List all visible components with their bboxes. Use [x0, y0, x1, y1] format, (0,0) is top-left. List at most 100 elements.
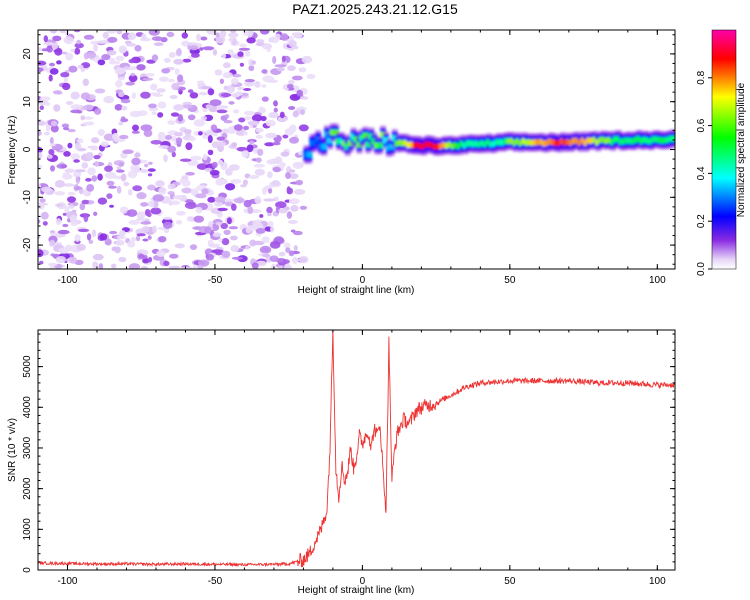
noise-cell	[278, 208, 288, 214]
noise-cell	[83, 214, 89, 223]
noise-cell	[85, 151, 94, 160]
noise-cell	[152, 194, 164, 202]
noise-cell	[88, 239, 94, 244]
noise-cell	[130, 72, 136, 77]
noise-cell	[190, 155, 202, 161]
noise-cell	[54, 191, 66, 196]
noise-cell	[38, 249, 44, 258]
noise-cell	[156, 88, 166, 93]
noise-cell	[201, 116, 207, 121]
noise-cell	[213, 132, 219, 137]
noise-cell	[38, 211, 39, 214]
noise-cell	[116, 166, 122, 170]
y-tick-label: 0	[22, 146, 33, 152]
noise-cell	[70, 221, 78, 226]
noise-cell	[27, 223, 33, 229]
noise-cell	[186, 42, 198, 46]
noise-cell	[301, 55, 313, 64]
noise-cell	[64, 205, 70, 214]
noise-cell	[220, 162, 228, 170]
noise-cell	[228, 226, 239, 230]
noise-cell	[128, 59, 135, 64]
y-tick-label: -20	[22, 237, 33, 252]
noise-cell	[216, 109, 228, 114]
noise-cell	[292, 34, 303, 39]
noise-cell	[284, 127, 295, 136]
noise-cell	[60, 164, 67, 169]
noise-cell	[51, 120, 58, 127]
noise-cell	[273, 100, 278, 107]
noise-cell	[87, 167, 96, 176]
noise-cell	[148, 103, 157, 109]
chart-title: PAZ1.2025.243.21.12.G15	[292, 1, 458, 17]
noise-cell	[158, 187, 167, 195]
noise-cell	[287, 220, 298, 224]
noise-cell	[156, 250, 166, 257]
noise-cell	[116, 169, 125, 173]
noise-cell	[53, 104, 61, 112]
noise-cell	[150, 83, 158, 91]
noise-cell	[227, 126, 236, 134]
noise-cell	[215, 221, 223, 226]
noise-cell	[63, 77, 69, 83]
noise-cell	[157, 145, 170, 149]
noise-cell	[48, 74, 53, 82]
noise-cell	[243, 131, 248, 136]
noise-cell	[70, 48, 75, 53]
noise-cell	[157, 101, 167, 109]
noise-cell	[270, 226, 275, 233]
noise-cell	[147, 184, 156, 191]
noise-cell	[259, 245, 272, 254]
noise-cell	[86, 51, 97, 59]
noise-cell	[230, 235, 238, 241]
noise-cell	[215, 178, 225, 186]
noise-cell	[93, 211, 98, 216]
noise-cell	[68, 65, 78, 73]
colorbar: 0.0 0.2 0.4 0.6 0.8 Normalized spectral ampl…	[696, 29, 747, 276]
noise-cell	[207, 196, 216, 203]
noise-cell	[68, 204, 75, 210]
noise-cell	[191, 52, 200, 58]
noise-cell	[215, 35, 226, 44]
noise-cell	[255, 127, 264, 133]
noise-cell	[74, 142, 82, 151]
noise-cell	[288, 79, 295, 85]
noise-cell	[109, 204, 114, 208]
noise-cell	[54, 180, 65, 188]
noise-cell	[185, 142, 193, 151]
noise-cell	[118, 230, 126, 237]
x-tick-label: -50	[208, 576, 223, 587]
noise-cell	[153, 93, 164, 97]
noise-cell	[130, 236, 136, 242]
noise-cell	[91, 137, 100, 144]
noise-cell	[288, 106, 296, 110]
noise-cell	[120, 116, 126, 122]
noise-cell	[179, 158, 192, 162]
noise-cell	[192, 264, 198, 269]
noise-cell	[199, 47, 204, 51]
noise-cell	[266, 206, 273, 214]
noise-cell	[103, 133, 115, 141]
noise-cell	[134, 152, 141, 158]
noise-cell	[118, 256, 127, 263]
noise-cell	[272, 166, 281, 173]
noise-cell	[228, 32, 239, 38]
noise-cell	[174, 132, 184, 137]
noise-cell	[136, 211, 146, 220]
noise-cell	[106, 180, 115, 186]
noise-cell	[292, 110, 299, 118]
noise-cell	[211, 161, 218, 169]
noise-cell	[295, 179, 304, 186]
noise-cell	[289, 169, 296, 173]
noise-cell	[267, 212, 272, 217]
noise-cell	[283, 242, 291, 249]
noise-cell	[291, 75, 303, 81]
noise-cell	[238, 47, 251, 51]
noise-cell	[120, 152, 128, 159]
noise-cell	[106, 50, 117, 56]
noise-cell	[131, 157, 141, 166]
noise-cell	[85, 121, 95, 126]
noise-cell	[215, 32, 220, 38]
noise-cell	[43, 35, 48, 43]
noise-cell	[127, 32, 137, 41]
